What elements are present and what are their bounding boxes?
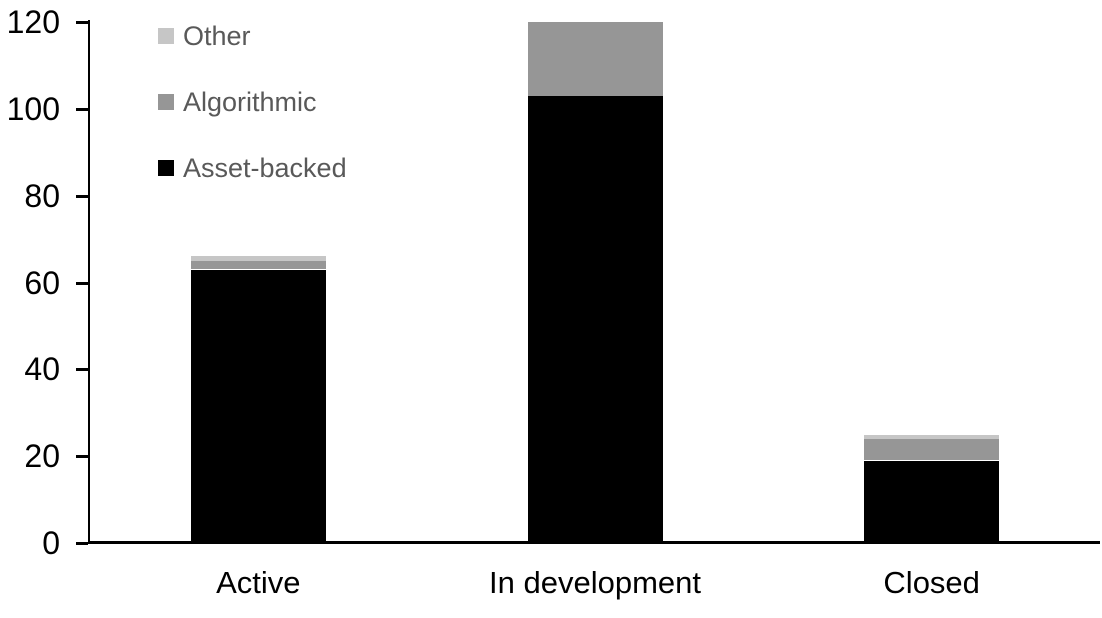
- bar-segment-closed-asset-backed: [864, 460, 999, 543]
- bar-segment-in-development-algorithmic: [528, 22, 663, 96]
- y-tick-mark: [76, 281, 88, 285]
- y-tick-label: 40: [24, 351, 60, 388]
- y-tick-mark: [76, 542, 88, 545]
- y-tick-label: 120: [6, 4, 60, 40]
- legend-label-asset-backed: Asset-backed: [183, 152, 347, 183]
- y-tick-label: 20: [24, 438, 60, 475]
- y-axis-line: [88, 20, 90, 543]
- y-tick-mark: [76, 21, 88, 24]
- bar-segment-closed-algorithmic: [864, 438, 999, 461]
- legend-swatch-algorithmic: [158, 94, 174, 110]
- y-tick-mark: [76, 194, 88, 198]
- x-axis: Active In development Closed: [90, 566, 1100, 600]
- legend-item-other: Other: [158, 20, 251, 51]
- legend-swatch-other: [158, 28, 174, 44]
- legend-item-algorithmic: Algorithmic: [158, 86, 317, 117]
- legend-label-algorithmic: Algorithmic: [183, 86, 317, 117]
- y-tick-mark: [76, 107, 88, 111]
- legend-item-asset-backed: Asset-backed: [158, 152, 347, 183]
- y-tick-label: 0: [42, 525, 60, 561]
- y-tick-label: 100: [6, 90, 60, 127]
- legend-swatch-asset-backed: [158, 160, 174, 176]
- y-tick-mark: [76, 455, 88, 459]
- legend-label-other: Other: [183, 20, 251, 51]
- bar-segment-closed-other: [864, 434, 999, 439]
- bar-segment-in-development-asset-backed: [528, 95, 663, 543]
- y-tick-mark: [76, 368, 88, 372]
- y-tick-label: 60: [24, 264, 60, 301]
- x-axis-line: [88, 541, 1100, 544]
- x-axis-label-active: Active: [216, 565, 301, 600]
- bar-segment-active-algorithmic: [191, 260, 326, 270]
- x-axis-label-in-development: In development: [489, 565, 701, 600]
- bar-segment-active-asset-backed: [191, 269, 326, 543]
- y-tick-label: 80: [24, 177, 60, 214]
- x-axis-label-closed: Closed: [883, 565, 980, 600]
- bar-segment-active-other: [191, 256, 326, 261]
